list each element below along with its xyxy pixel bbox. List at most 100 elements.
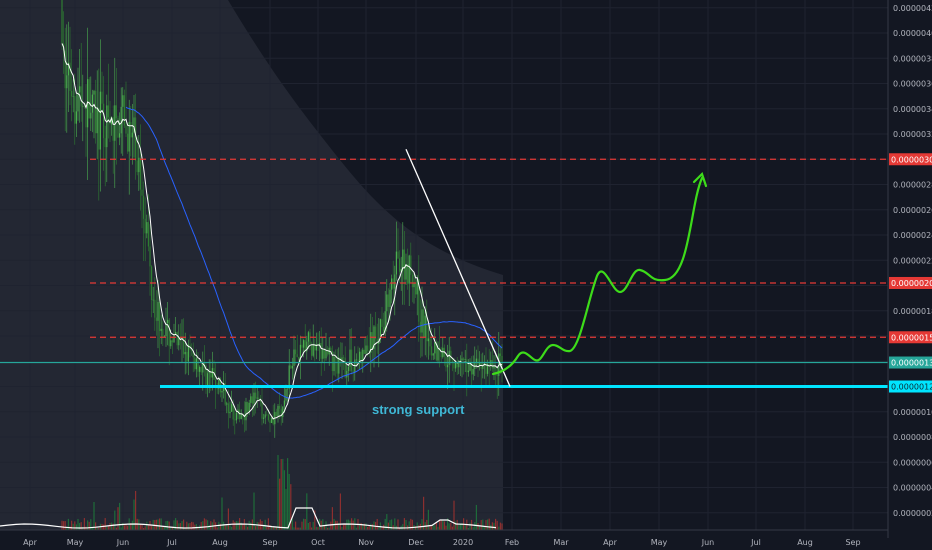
volume-bar — [247, 526, 249, 530]
candle — [154, 299, 156, 318]
volume-bar — [362, 523, 364, 530]
candle — [466, 359, 468, 373]
candle — [283, 400, 285, 407]
volume-bar — [67, 518, 69, 530]
volume-bar — [130, 523, 132, 530]
candle — [410, 255, 412, 275]
candle — [200, 366, 202, 373]
candle — [197, 358, 199, 372]
candle — [306, 341, 308, 352]
volume-bar — [336, 520, 338, 530]
price-axis-panel — [888, 0, 932, 538]
candle — [376, 339, 378, 344]
volume-bar — [195, 524, 197, 530]
volume-bar — [133, 499, 135, 530]
volume-bar — [234, 521, 236, 530]
volume-bar — [304, 519, 306, 530]
price-tick-label: 0.00000040 — [893, 484, 932, 493]
candle — [119, 133, 121, 138]
volume-bar — [146, 521, 148, 530]
volume-bar — [171, 526, 173, 530]
volume-bar — [181, 521, 183, 530]
volume-bar — [415, 526, 417, 530]
price-tick-label: 0.00000260 — [893, 206, 932, 215]
candle — [199, 366, 201, 372]
volume-bar — [416, 522, 418, 530]
time-tick-label: Jun — [701, 538, 715, 547]
volume-bar — [376, 518, 378, 530]
candle — [456, 361, 458, 368]
volume-bar — [453, 500, 455, 530]
price-axis[interactable]: 0.00000020 0.00000040 0.00000060 0.00000080… — [893, 4, 932, 518]
volume-bar — [165, 520, 167, 530]
candle — [474, 362, 476, 369]
volume-bar — [83, 518, 85, 530]
volume-bar — [226, 524, 228, 530]
price-badge-label: 0.00000139 — [891, 359, 932, 368]
volume-bar — [493, 522, 495, 530]
candle — [277, 405, 279, 416]
candle — [309, 332, 311, 345]
candle — [451, 360, 453, 362]
price-tick-label: 0.00000180 — [893, 307, 932, 316]
price-tick-label: 0.00000340 — [893, 105, 932, 114]
volume-bar — [359, 523, 361, 530]
candle — [267, 414, 269, 421]
volume-bar — [205, 519, 207, 530]
candle — [295, 349, 297, 355]
volume-bar — [287, 458, 289, 530]
volume-bar — [482, 519, 484, 530]
candle — [85, 106, 87, 128]
volume-bar — [378, 527, 380, 530]
candle — [83, 106, 85, 107]
candle — [96, 107, 98, 134]
candle — [160, 328, 162, 332]
volume-bar — [451, 526, 453, 530]
volume-bar — [483, 526, 485, 530]
volume-bar — [111, 522, 113, 530]
candle — [434, 342, 436, 354]
horizontal-levels[interactable] — [0, 158, 888, 388]
price-tick-label: 0.00000320 — [893, 130, 932, 139]
candle — [127, 133, 129, 152]
candle — [122, 95, 124, 107]
candle — [384, 311, 386, 332]
volume-bar — [335, 520, 337, 530]
volume-bar — [331, 507, 333, 530]
candle — [187, 344, 189, 362]
volume-bar — [184, 527, 186, 530]
volume-bar — [178, 523, 180, 530]
volume-bar — [74, 521, 76, 530]
descending-trendline[interactable] — [405, 148, 511, 387]
volume-bar — [120, 527, 122, 530]
candle — [426, 315, 428, 342]
volume-bar — [435, 522, 437, 530]
candle — [357, 359, 359, 361]
candle — [325, 350, 327, 359]
time-tick-label: Mar — [553, 538, 569, 547]
time-tick-label: Sep — [262, 538, 277, 547]
candle — [464, 359, 466, 360]
candle — [480, 363, 482, 369]
volume-bar — [66, 526, 68, 530]
time-axis[interactable]: Apr May Jun Jul Aug Sep Oct Nov Dec 2020 Feb Mar Apr… — [23, 538, 860, 547]
volume-bar — [397, 519, 399, 530]
volume-bar — [256, 521, 258, 530]
volume-bar — [338, 522, 340, 530]
volume-bar — [315, 526, 317, 530]
volume-bar — [288, 473, 290, 530]
volume-bar — [399, 527, 401, 530]
candle — [221, 390, 223, 393]
candle — [149, 246, 151, 267]
time-tick-label: Jul — [750, 538, 761, 547]
projection-arrowhead — [692, 171, 708, 188]
projected-path[interactable] — [491, 176, 704, 376]
time-tick-label: Feb — [505, 538, 519, 547]
volume-bar — [258, 522, 260, 530]
candle — [320, 342, 322, 359]
volume-bar — [458, 525, 460, 530]
volume-bar — [280, 459, 282, 530]
volume-bar — [112, 523, 114, 530]
volume-bar — [186, 521, 188, 530]
